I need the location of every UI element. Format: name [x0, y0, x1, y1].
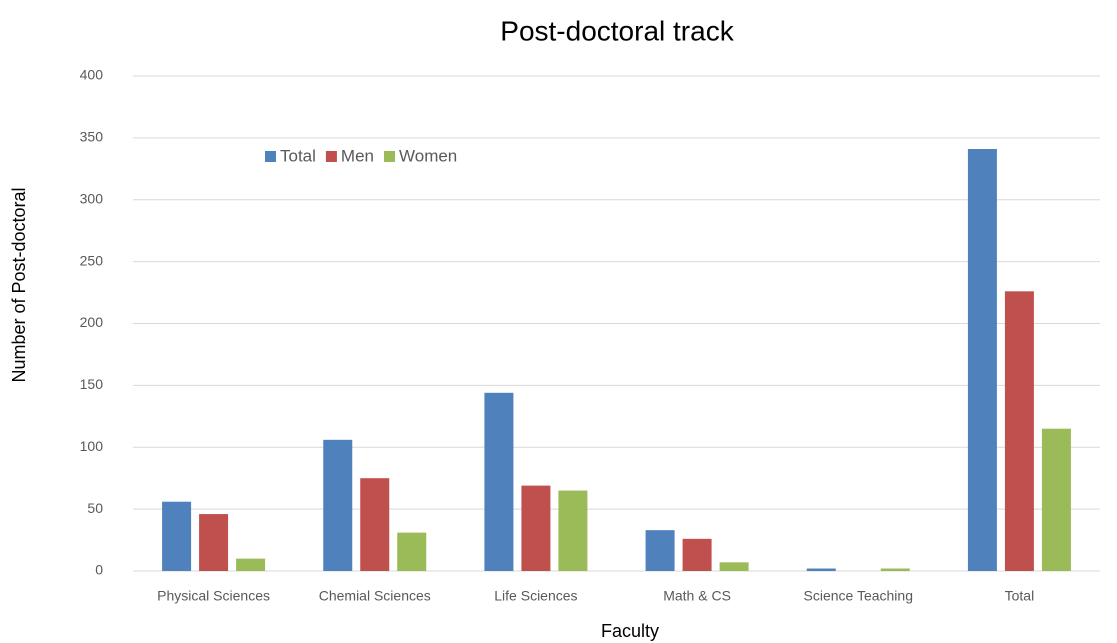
x-tick-label: Chemial Sciences: [319, 588, 431, 604]
y-tick-label: 400: [80, 67, 104, 83]
legend-swatch: [265, 151, 276, 162]
bar: [558, 490, 588, 571]
bar: [162, 501, 192, 571]
x-tick-label: Science Teaching: [804, 588, 913, 604]
bar: [484, 392, 514, 571]
x-axis-label: Faculty: [601, 621, 659, 641]
bar: [360, 478, 390, 571]
legend-label: Men: [341, 146, 374, 165]
legend-swatch: [325, 151, 337, 162]
bar: [719, 562, 749, 571]
legend-swatch: [384, 151, 395, 162]
y-tick-label: 350: [80, 129, 104, 145]
bar: [1004, 291, 1034, 571]
bar: [645, 530, 675, 571]
bar: [682, 538, 712, 571]
x-tick-label: Physical Sciences: [157, 588, 270, 604]
y-axis-label: Number of Post-doctoral: [9, 187, 29, 382]
y-tick-label: 200: [80, 314, 104, 330]
bar: [199, 514, 229, 571]
y-tick-label: 100: [80, 438, 104, 454]
y-tick-label: 150: [80, 376, 104, 392]
y-tick-label: 50: [87, 500, 103, 516]
bar: [521, 485, 551, 571]
bar: [880, 568, 910, 571]
legend-label: Women: [399, 146, 457, 165]
y-tick-label: 250: [80, 252, 104, 268]
bar: [323, 439, 353, 571]
chart-title: Post-doctoral track: [500, 15, 734, 46]
x-tick-label: Life Sciences: [494, 588, 577, 604]
y-tick-label: 300: [80, 190, 104, 206]
bar: [806, 568, 836, 571]
y-tick-label: 0: [95, 562, 103, 578]
x-tick-label: Math & CS: [663, 588, 731, 604]
bar: [236, 558, 266, 571]
bar: [1041, 428, 1071, 571]
legend-label: Total: [280, 146, 316, 165]
bar: [397, 532, 427, 571]
x-tick-label: Total: [1005, 588, 1035, 604]
bar: [967, 149, 997, 571]
